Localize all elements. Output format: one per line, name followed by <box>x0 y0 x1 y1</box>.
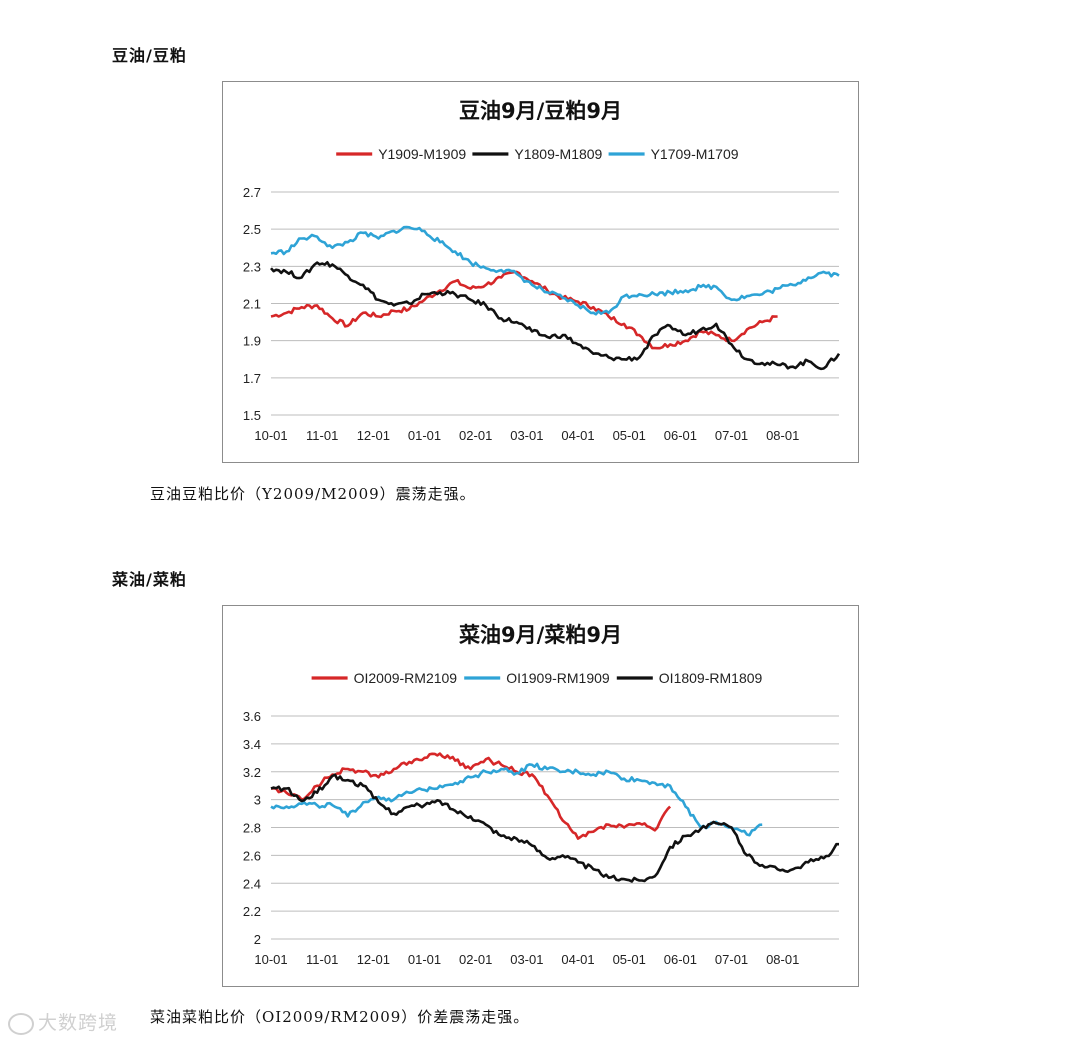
legend-label: Y1809-M1809 <box>514 146 602 162</box>
x-tick-label: 06-01 <box>664 952 697 967</box>
y-tick-label: 2.6 <box>243 848 261 863</box>
x-tick-label: 08-01 <box>766 952 799 967</box>
y-tick-label: 3.6 <box>243 709 261 724</box>
y-tick-label: 2.1 <box>243 297 261 312</box>
series-line-OI1809-RM1809 <box>270 773 839 883</box>
x-tick-label: 01-01 <box>408 952 441 967</box>
legend-label: Y1909-M1909 <box>378 146 466 162</box>
series-line-Y1909-M1909 <box>270 270 778 350</box>
chart-rapeseed-svg: 菜油9月/菜粕9月 OI2009-RM2109 OI1909-RM1909 OI180… <box>243 623 839 967</box>
y-tick-label: 2 <box>254 932 261 947</box>
x-tick-label: 11-01 <box>306 428 338 443</box>
caption-soybean: 豆油豆粕比价（Y2009/M2009）震荡走强。 <box>150 485 476 503</box>
legend-label: Y1709-M1709 <box>651 146 739 162</box>
x-tick-label: 08-01 <box>766 428 799 443</box>
legend-item: Y1909-M1909 <box>336 146 466 162</box>
x-tick-label: 02-01 <box>459 428 492 443</box>
x-tick-label: 12-01 <box>357 428 390 443</box>
legend-item: OI1909-RM1909 <box>464 670 610 686</box>
y-tick-label: 2.8 <box>243 821 261 836</box>
x-tick-label: 06-01 <box>664 428 697 443</box>
x-tick-label: 11-01 <box>306 952 338 967</box>
x-tick-label: 05-01 <box>613 428 646 443</box>
x-tick-label: 10-01 <box>254 428 287 443</box>
legend-label: OI2009-RM2109 <box>354 670 458 686</box>
section-heading-soybean: 豆油/豆粕 <box>112 46 187 65</box>
y-tick-label: 2.4 <box>243 876 261 891</box>
legend-label: OI1909-RM1909 <box>506 670 610 686</box>
watermark: 大数跨境 <box>8 1008 118 1035</box>
x-tick-label: 07-01 <box>715 952 748 967</box>
y-tick-label: 1.9 <box>243 334 261 349</box>
x-tick-label: 04-01 <box>561 428 594 443</box>
x-tick-label: 03-01 <box>510 952 543 967</box>
y-tick-label: 2.3 <box>243 259 261 274</box>
y-tick-label: 3.4 <box>243 737 261 752</box>
watermark-text: 大数跨境 <box>38 1012 119 1034</box>
x-tick-label: 10-01 <box>254 952 287 967</box>
x-tick-label: 12-01 <box>357 952 390 967</box>
watermark-logo-icon <box>8 1012 34 1035</box>
x-tick-label: 05-01 <box>613 952 646 967</box>
chart-rapeseed: 菜油9月/菜粕9月 OI2009-RM2109 OI1909-RM1909 OI180… <box>222 605 859 987</box>
legend-label: OI1809-RM1809 <box>659 670 763 686</box>
legend-item: Y1809-M1809 <box>472 146 603 162</box>
chart-soybean-svg: 豆油9月/豆粕9月 Y1909-M1909 Y1809-M1809 Y1709-M17… <box>243 99 841 443</box>
chart-soybean: 豆油9月/豆粕9月 Y1909-M1909 Y1809-M1809 Y1709-M17… <box>222 81 859 463</box>
y-tick-label: 1.7 <box>243 371 261 386</box>
x-tick-label: 02-01 <box>459 952 492 967</box>
y-tick-label: 2.5 <box>243 222 261 237</box>
legend-item: OI2009-RM2109 <box>311 670 458 686</box>
y-tick-label: 2.2 <box>243 904 261 919</box>
series-line-OI1909-RM1909 <box>270 762 763 837</box>
legend-item: Y1709-M1709 <box>608 146 739 162</box>
caption-rapeseed: 菜油菜粕比价（OI2009/RM2009）价差震荡走强。 <box>150 1008 530 1026</box>
series-line-Y1809-M1809 <box>270 261 841 371</box>
x-tick-label: 03-01 <box>510 428 543 443</box>
y-tick-label: 2.7 <box>243 185 261 200</box>
y-tick-label: 3.2 <box>243 765 261 780</box>
chart-title: 豆油9月/豆粕9月 <box>459 99 622 123</box>
chart-title: 菜油9月/菜粕9月 <box>458 623 622 647</box>
y-tick-label: 1.5 <box>243 408 261 423</box>
legend-item: OI1809-RM1809 <box>616 670 763 686</box>
x-tick-label: 07-01 <box>715 428 748 443</box>
section-heading-rapeseed: 菜油/菜粕 <box>112 570 187 589</box>
x-tick-label: 04-01 <box>561 952 594 967</box>
x-tick-label: 01-01 <box>408 428 441 443</box>
series-line-OI2009-RM2109 <box>271 752 672 840</box>
y-tick-label: 3 <box>254 793 261 808</box>
series-line-Y1709-M1709 <box>270 225 840 316</box>
